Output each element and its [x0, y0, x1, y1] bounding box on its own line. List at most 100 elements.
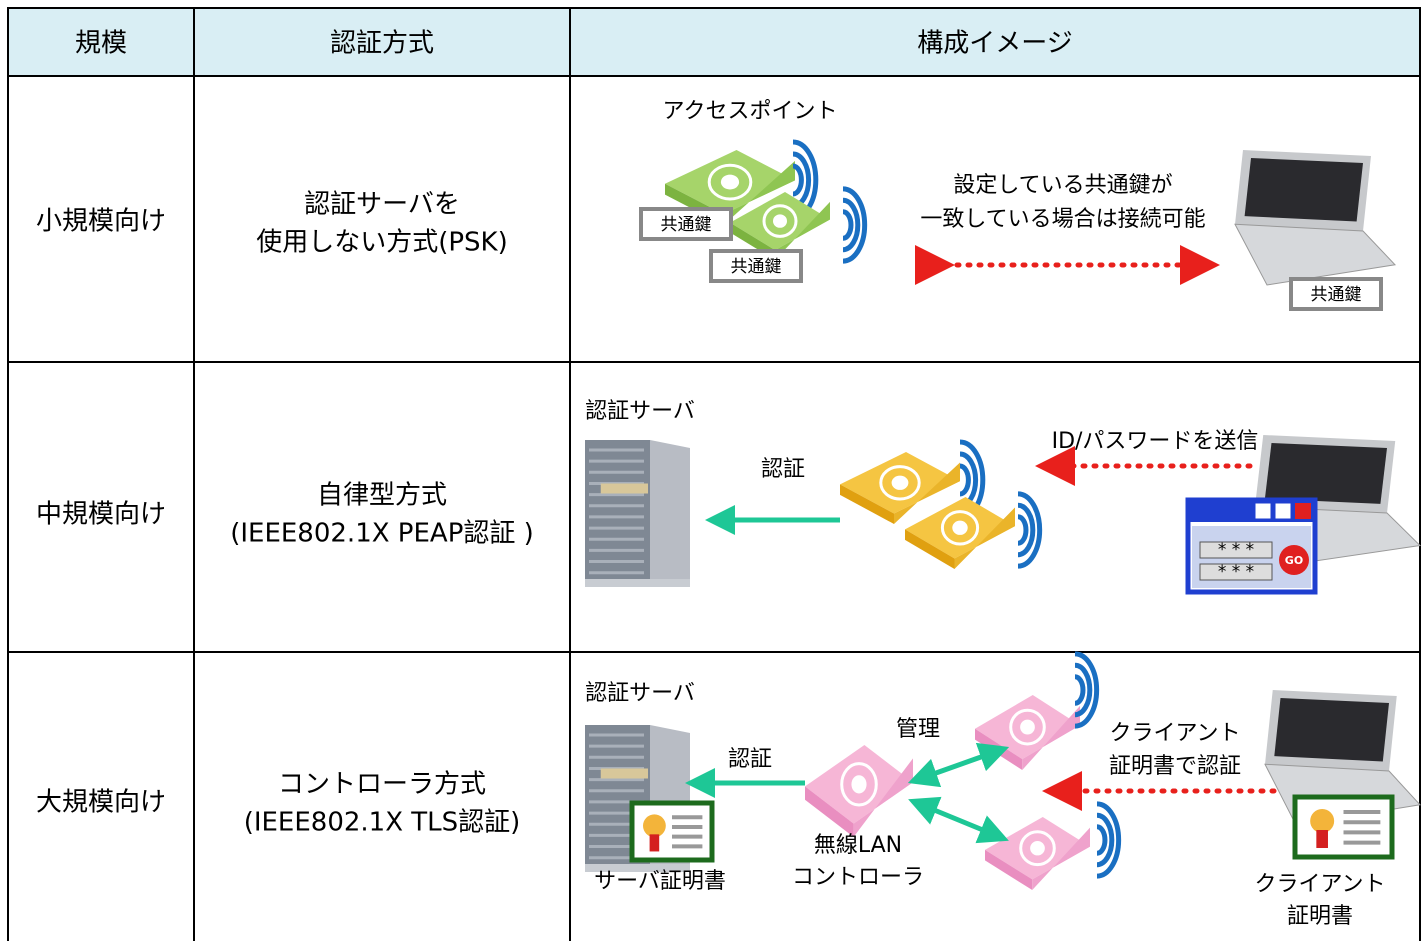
access-point [905, 497, 1015, 569]
ap-front [985, 849, 1033, 890]
double-arrow [908, 796, 1009, 844]
key-box [1289, 277, 1383, 311]
wifi-wave [1096, 801, 1122, 879]
ap-symbol [840, 762, 878, 807]
cert-seal [1310, 809, 1335, 833]
certificate [1292, 794, 1395, 860]
access-point [975, 695, 1080, 770]
wifi-wave [1096, 824, 1108, 856]
password-field [1199, 563, 1273, 581]
note: 設定している共通鍵が [953, 173, 1172, 198]
ap-symbol [891, 475, 909, 490]
ap-side [775, 201, 830, 260]
method-label: (IEEE802.1X PEAP認証 ) [230, 519, 534, 549]
controller-label: コントローラ [792, 865, 924, 890]
ap-side [1022, 705, 1080, 770]
ap-symbol [707, 163, 753, 201]
table-grid [7, 7, 1421, 941]
server-label: 認証サーバ [585, 681, 695, 706]
wifi-wave [1017, 514, 1029, 546]
wifi-wave [842, 209, 854, 241]
cert-seal [643, 814, 666, 838]
ap-symbol [1030, 840, 1045, 856]
server-label: 認証サーバ [585, 399, 695, 424]
access-point [665, 150, 795, 225]
client-cert-label: クライアント [1254, 872, 1385, 897]
access-point [805, 745, 913, 837]
server-side [650, 440, 690, 585]
ap-symbol [1019, 830, 1056, 867]
server-panel [600, 483, 648, 494]
header-cell: 規模 [75, 29, 127, 59]
scale-label: 中規模向け [36, 500, 166, 530]
ap-side [853, 758, 913, 837]
ap-side [954, 507, 1015, 569]
wifi-wave [1074, 662, 1093, 718]
key-label: 共通鍵 [1311, 285, 1362, 305]
server [585, 440, 690, 587]
scale-label: 小規模向け [36, 207, 166, 237]
method-label: 自律型方式 [317, 481, 447, 511]
wifi-wave [842, 186, 868, 264]
server-base [585, 864, 690, 872]
header-fill [8, 8, 1420, 76]
method-label: 使用しない方式(PSK) [256, 228, 508, 258]
password-field [1199, 541, 1273, 559]
wifi-wave [1017, 502, 1036, 558]
go-label: GO [1285, 554, 1303, 567]
table-border [7, 7, 1421, 941]
key-label: 共通鍵 [731, 257, 782, 277]
server-base [585, 579, 690, 587]
header-cell: 構成イメージ [917, 29, 1072, 59]
wifi-wave [959, 463, 971, 497]
window-button [1274, 502, 1292, 520]
laptop [1234, 150, 1397, 286]
client-auth-label: 証明書で認証 [1109, 754, 1241, 779]
server-panel [600, 768, 648, 779]
certificate [629, 800, 715, 863]
cert-ribbon [649, 834, 660, 852]
key-box [709, 249, 803, 283]
method-label: コントローラ方式 [278, 770, 486, 800]
ap-symbol [879, 465, 921, 501]
ap-symbol [762, 204, 798, 238]
wifi-wave [1096, 812, 1115, 868]
ap-side [1032, 827, 1090, 890]
method-label: (IEEE802.1X TLS認証) [244, 808, 521, 838]
wifi-wave [842, 197, 861, 253]
access-point [730, 192, 830, 260]
manage-label: 管理 [896, 717, 940, 742]
window-button [1254, 502, 1272, 520]
client-cert-label: 証明書 [1287, 904, 1353, 929]
ap-side [894, 462, 960, 524]
ap-symbol [1009, 708, 1046, 746]
window-close [1295, 503, 1311, 519]
controller-label: 無線LAN [814, 833, 902, 858]
ap-front [905, 529, 955, 569]
laptop-screen [1274, 698, 1389, 762]
ap-symbol [851, 775, 867, 794]
ap-symbol [720, 174, 740, 190]
double-arrow [907, 742, 1010, 788]
wifi-wave [792, 163, 804, 197]
note: 一致している場合は接続可能 [920, 207, 1205, 232]
laptop-base [1234, 223, 1397, 286]
cert-frame [1292, 794, 1395, 860]
wifi-wave [1074, 651, 1100, 729]
send-label: ID/パスワードを送信 [1052, 429, 1259, 454]
ap-front [805, 786, 854, 837]
ap-side [723, 160, 795, 225]
header-cell: 認証方式 [330, 29, 434, 59]
ap-symbol [952, 520, 968, 535]
wifi-wave [1017, 491, 1043, 569]
ap-symbol [1020, 719, 1035, 735]
wifi-wave [1074, 674, 1086, 706]
ap-symbol [940, 510, 980, 546]
key-label: 共通鍵 [661, 215, 712, 235]
access-point [985, 817, 1090, 890]
password-text: * * * [1218, 540, 1254, 560]
password-text: * * * [1218, 562, 1254, 582]
client-auth-label: クライアント [1109, 721, 1240, 746]
